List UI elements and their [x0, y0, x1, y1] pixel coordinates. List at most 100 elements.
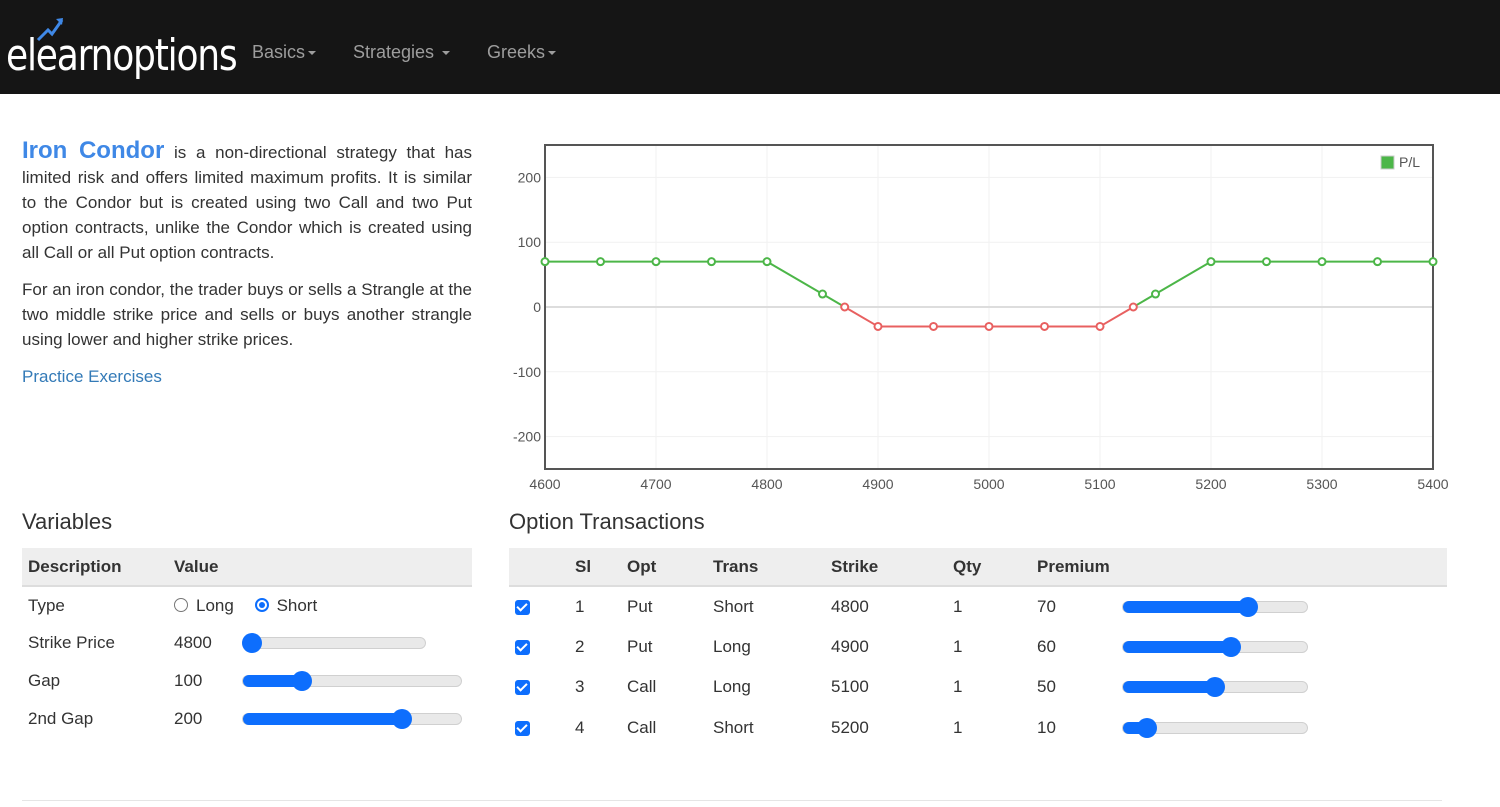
- slider-thumb[interactable]: [1237, 596, 1258, 617]
- x-tick-label: 5100: [1084, 476, 1115, 492]
- data-point: [707, 257, 716, 267]
- x-tick-label: 5000: [973, 476, 1004, 492]
- premium-slider[interactable]: [1121, 677, 1308, 698]
- navbar: elearnoptions Basics Strategies Greeks: [0, 0, 1500, 94]
- data-point: [540, 257, 550, 267]
- long-radio[interactable]: [174, 597, 188, 612]
- premium-slider-cell: [1116, 667, 1447, 708]
- data-point: [1128, 302, 1138, 312]
- include-checkbox[interactable]: [515, 680, 530, 696]
- trans-cell: Long: [713, 677, 751, 697]
- slider-thumb[interactable]: [1136, 717, 1157, 738]
- data-point: [1040, 321, 1049, 331]
- nav-strategies[interactable]: Strategies: [353, 42, 451, 63]
- premium-slider[interactable]: [1121, 596, 1308, 617]
- long-label: Long: [196, 595, 234, 615]
- slider-fill: [1122, 600, 1248, 613]
- nav-basics[interactable]: Basics: [252, 42, 317, 63]
- strategy-title: Iron Condor: [22, 137, 165, 164]
- check-header: [509, 548, 569, 587]
- opt-cell: Put: [627, 596, 653, 616]
- opt-header: Opt: [621, 548, 707, 587]
- x-tick-label: 4800: [751, 476, 782, 492]
- qty-cell: 1: [953, 636, 963, 656]
- plot-frame: [544, 144, 1434, 470]
- checkbox-cell: [509, 667, 569, 708]
- premium-cell: 10: [1037, 717, 1056, 737]
- brand-logo[interactable]: elearnoptions: [6, 30, 238, 86]
- include-checkbox[interactable]: [515, 599, 530, 615]
- slider-thumb[interactable]: [1204, 677, 1225, 698]
- data-point: [1428, 257, 1438, 267]
- intro-paragraph-1: Iron Condor is a non-directional strateg…: [22, 138, 472, 265]
- practice-exercises-link[interactable]: Practice Exercises: [22, 367, 162, 386]
- type-label: Type: [28, 595, 65, 615]
- type-long-option[interactable]: Long: [174, 596, 234, 615]
- premium-slider-header: [1115, 548, 1447, 587]
- second-gap-slider[interactable]: [242, 709, 462, 729]
- y-tick-label: -100: [513, 364, 541, 380]
- variables-table: Description Value Type Long Short Strike…: [22, 548, 472, 738]
- premium-slider[interactable]: [1121, 636, 1308, 657]
- gap-label: Gap: [28, 671, 61, 690]
- strike-cell: 4900: [831, 636, 869, 656]
- data-point: [1373, 257, 1382, 267]
- strike-price-value: 4800: [174, 633, 212, 652]
- value-header: Value: [168, 548, 236, 587]
- premium-cell: 50: [1037, 677, 1056, 697]
- transaction-row: 1 Put Short 4800 1 70: [509, 586, 1447, 627]
- type-short-option[interactable]: Short: [254, 595, 318, 615]
- y-tick-label: 200: [518, 169, 542, 185]
- type-row: Type Long Short: [22, 586, 472, 624]
- premium-slider[interactable]: [1121, 717, 1308, 738]
- nav-greeks-label: Greeks: [487, 42, 546, 62]
- sl-cell: 2: [575, 636, 585, 656]
- strike-price-slider[interactable]: [242, 633, 426, 653]
- nav-strategies-label: Strategies: [353, 42, 435, 62]
- second-gap-label: 2nd Gap: [28, 709, 94, 728]
- x-tick-label: 5300: [1306, 476, 1337, 492]
- y-tick-label: 100: [518, 234, 542, 250]
- variables-title: Variables: [22, 509, 113, 534]
- slider-thumb[interactable]: [242, 633, 263, 653]
- trans-cell: Short: [713, 596, 754, 616]
- trans-header: Trans: [707, 548, 825, 587]
- gap-value: 100: [174, 671, 203, 690]
- data-point: [1151, 289, 1160, 299]
- series-segment: [766, 260, 824, 295]
- data-point: [840, 302, 850, 312]
- include-checkbox[interactable]: [515, 639, 530, 655]
- short-radio[interactable]: [254, 597, 269, 612]
- strike-price-row: Strike Price 4800: [22, 624, 472, 662]
- y-tick-label: 0: [533, 299, 541, 315]
- opt-cell: Call: [627, 717, 657, 737]
- gap-slider[interactable]: [242, 671, 462, 691]
- slider-header: [236, 548, 472, 587]
- slider-thumb[interactable]: [291, 671, 312, 691]
- x-tick-label: 4600: [529, 476, 560, 492]
- premium-slider-cell: [1116, 586, 1447, 627]
- transactions-table: Sl Opt Trans Strike Qty Premium 1 Put Shor…: [509, 548, 1447, 748]
- premium-cell: 70: [1037, 596, 1056, 616]
- premium-header: Premium: [1031, 548, 1116, 587]
- qty-cell: 1: [953, 717, 963, 737]
- intro-paragraph-2: For an iron condor, the trader buys or s…: [22, 280, 472, 349]
- data-point: [651, 257, 661, 267]
- intro-text-1: is a non-directional strategy that has l…: [22, 143, 472, 262]
- include-checkbox[interactable]: [515, 720, 530, 736]
- short-label: Short: [276, 595, 318, 615]
- nav-greeks[interactable]: Greeks: [487, 42, 557, 63]
- data-point: [929, 321, 938, 331]
- slider-thumb[interactable]: [392, 709, 413, 729]
- chevron-down-icon: [308, 51, 317, 56]
- opt-cell: Call: [627, 677, 657, 697]
- data-point: [1206, 257, 1216, 267]
- slider-fill: [243, 675, 302, 687]
- sl-header: Sl: [569, 548, 621, 587]
- sl-cell: 4: [575, 717, 585, 737]
- checkbox-cell: [509, 627, 569, 668]
- slider-thumb[interactable]: [1221, 636, 1242, 657]
- premium-slider-cell: [1116, 708, 1447, 749]
- transactions-header-row: Sl Opt Trans Strike Qty Premium: [509, 548, 1447, 587]
- nav-basics-label: Basics: [252, 42, 306, 62]
